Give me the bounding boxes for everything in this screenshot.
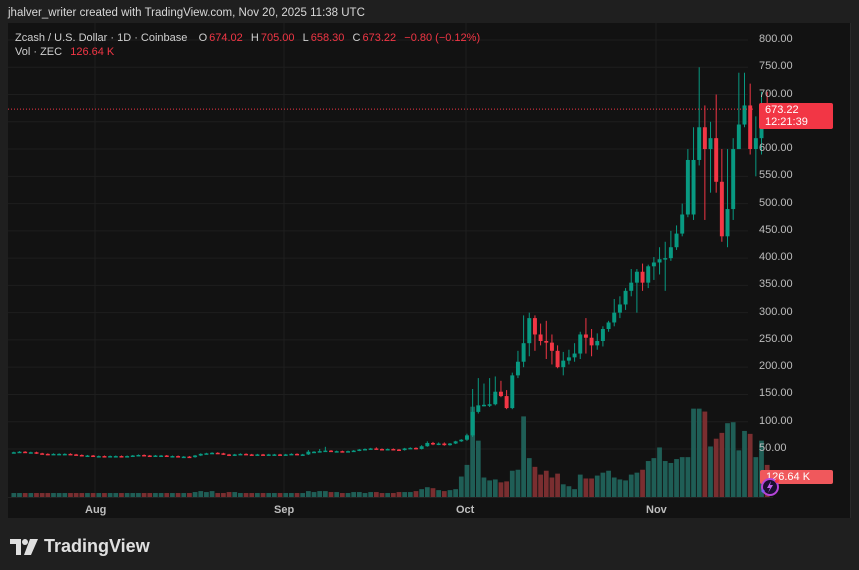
volume-value: 126.64 K: [70, 46, 115, 58]
last-price: 673.22: [765, 104, 799, 116]
symbol-name[interactable]: Zcash / U.S. Dollar · 1D · Coinbase: [15, 32, 188, 44]
price-axis-label: 350.00: [759, 278, 793, 291]
volume-row: Vol · ZEC 126.64 K: [15, 45, 482, 59]
candlestick-chart[interactable]: [8, 23, 850, 518]
change-value: −0.80 (−0.12%): [404, 32, 481, 44]
time-axis[interactable]: Aug Sep Oct Nov: [8, 497, 773, 519]
high-value: 705.00: [260, 32, 295, 44]
ohlc-row: Zcash / U.S. Dollar · 1D · Coinbase O 674…: [15, 32, 481, 44]
price-axis-label: 450.00: [759, 223, 793, 236]
price-axis-label: 300.00: [759, 305, 793, 318]
chart-pane[interactable]: Zcash / U.S. Dollar · 1D · Coinbase O 674…: [8, 23, 851, 518]
symbol-legend: Zcash / U.S. Dollar · 1D · Coinbase O 674…: [15, 31, 482, 59]
last-price-tag: 673.22 12:21:39: [759, 103, 833, 129]
chart-attribution: jhalver_writer created with TradingView.…: [8, 7, 365, 19]
price-axis-label: 200.00: [759, 360, 793, 373]
price-axis-label: 500.00: [759, 196, 793, 209]
time-axis-label: Oct: [456, 504, 475, 516]
brand-name: TradingView: [44, 536, 150, 556]
price-axis-label: 700.00: [759, 87, 793, 100]
price-axis-label: 50.00: [759, 441, 787, 454]
price-axis-label: 250.00: [759, 332, 793, 345]
volume-label[interactable]: Vol · ZEC: [15, 46, 63, 58]
price-axis-label: 600.00: [759, 142, 793, 155]
tradingview-logo[interactable]: TradingView: [10, 536, 150, 557]
price-axis-label: 800.00: [759, 33, 793, 45]
bar-countdown: 12:21:39: [765, 116, 808, 128]
time-axis-label: Sep: [274, 504, 295, 516]
price-axis-label: 400.00: [759, 251, 793, 264]
price-axis-label: 100.00: [759, 414, 793, 427]
tradingview-logo-icon: [10, 538, 38, 555]
open-value: 674.02: [209, 32, 243, 44]
low-value: 658.30: [310, 32, 345, 44]
lightning-icon[interactable]: [757, 475, 783, 499]
close-value: 673.22: [362, 32, 397, 44]
time-axis-label: Nov: [646, 504, 667, 516]
price-axis-label: 150.00: [759, 387, 793, 400]
price-axis-label: 750.00: [759, 60, 793, 73]
price-axis-label: 550.00: [759, 169, 793, 182]
time-axis-label: Aug: [85, 504, 107, 516]
